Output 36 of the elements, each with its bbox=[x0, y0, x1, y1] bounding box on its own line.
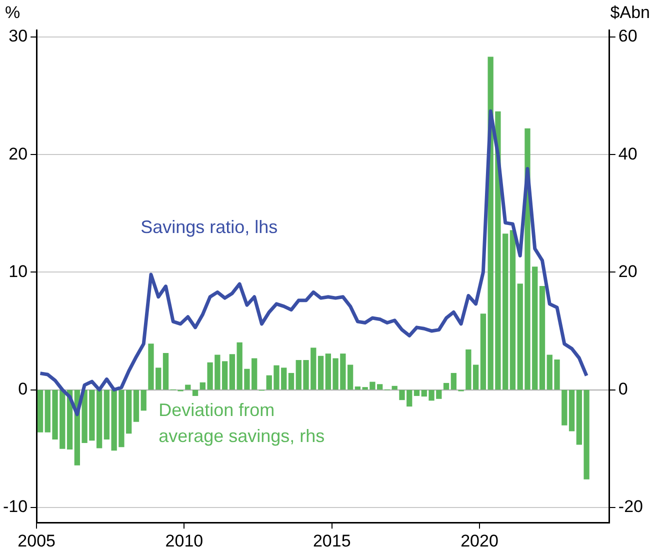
bar bbox=[568, 390, 575, 432]
bar bbox=[133, 390, 140, 422]
y2-tick-label: 0 bbox=[618, 379, 628, 398]
y-tick-label: 10 bbox=[8, 262, 28, 281]
x-tick-label: 2020 bbox=[460, 531, 498, 550]
bar bbox=[318, 356, 324, 390]
y2-tick-label: 60 bbox=[618, 26, 638, 46]
y-tick-label: 30 bbox=[8, 26, 28, 46]
bar bbox=[185, 384, 191, 390]
series-label: Deviation from average savings, rhs bbox=[158, 400, 325, 446]
y-tick-label: -10 bbox=[2, 497, 28, 516]
bar bbox=[104, 390, 110, 440]
x-tick-label: 2005 bbox=[18, 531, 56, 550]
y-tick-label: 20 bbox=[8, 144, 28, 164]
bar bbox=[288, 372, 294, 390]
x-tick-label: 2010 bbox=[165, 531, 204, 550]
x-tick-label: 2015 bbox=[312, 531, 351, 550]
y-axis-title: % bbox=[5, 3, 20, 22]
bar bbox=[192, 390, 198, 396]
bar bbox=[140, 390, 146, 411]
bar bbox=[37, 390, 44, 432]
bar bbox=[443, 382, 450, 390]
bar bbox=[539, 286, 546, 390]
bar bbox=[510, 230, 516, 390]
bar bbox=[229, 354, 236, 390]
bar bbox=[392, 386, 398, 390]
y2-tick-label: -20 bbox=[618, 497, 644, 516]
bar bbox=[562, 390, 568, 426]
y-tick-label: 0 bbox=[18, 379, 28, 398]
bar bbox=[162, 352, 169, 390]
y2-tick-label: 40 bbox=[618, 144, 638, 164]
bar bbox=[414, 390, 420, 396]
y2-tick-label: 20 bbox=[618, 262, 638, 281]
y2-axis-title: $Abn bbox=[610, 3, 650, 22]
text: Savings ratio, lhs bbox=[140, 217, 278, 237]
bar bbox=[450, 372, 456, 390]
